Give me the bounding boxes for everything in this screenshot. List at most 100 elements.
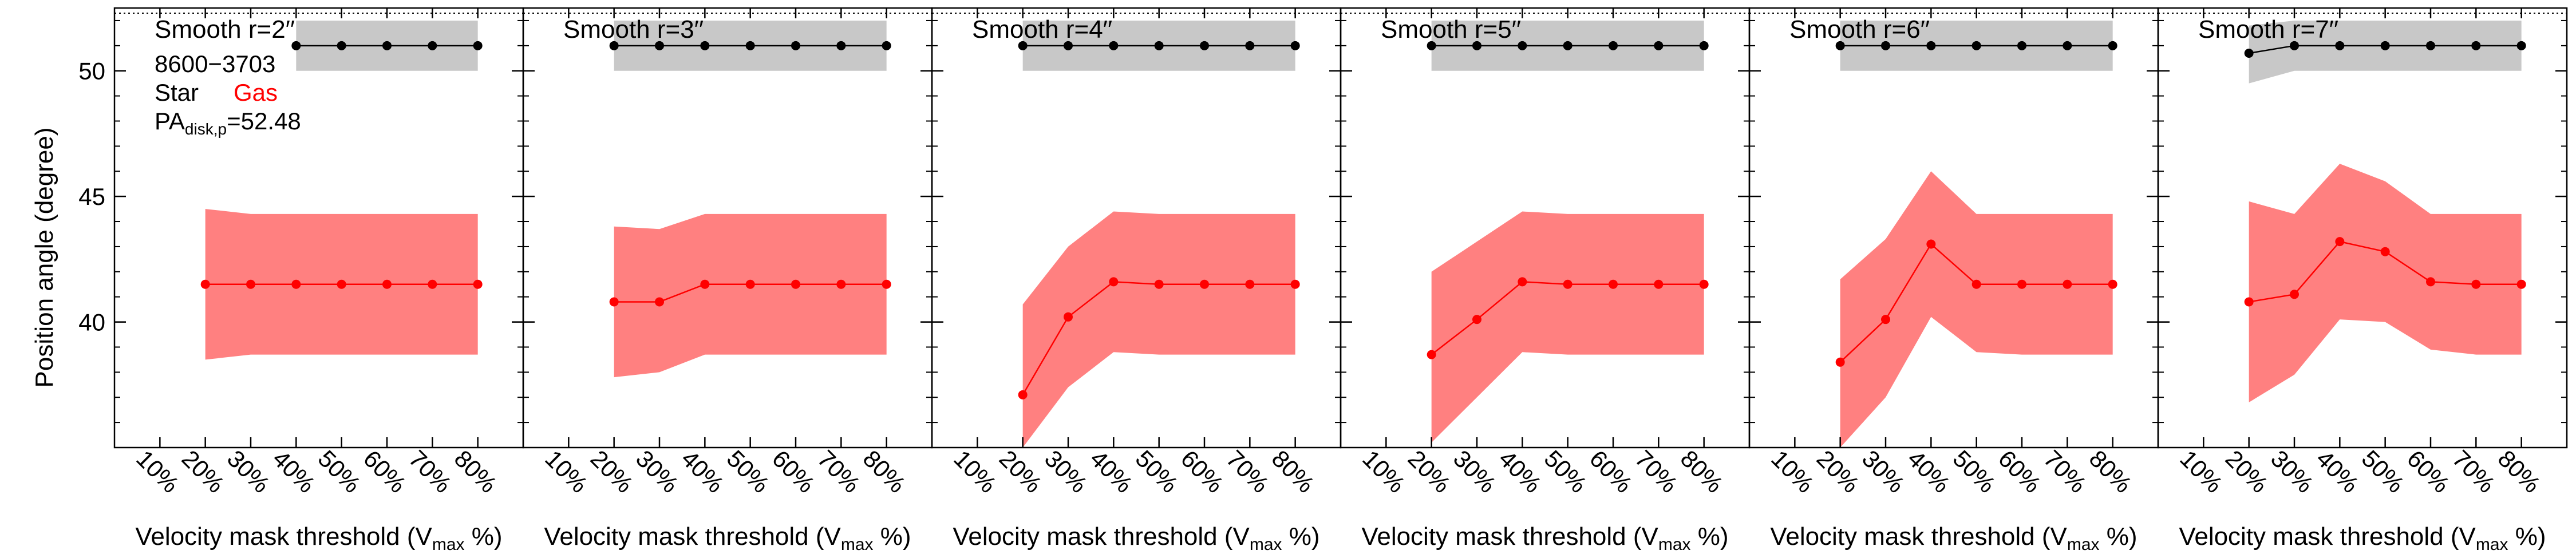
star-point (836, 41, 846, 50)
panel-title: Smooth r=7′′ (2198, 15, 2338, 43)
gas-point (2335, 237, 2345, 247)
x-tick-label: 20% (586, 445, 639, 498)
star-point (655, 41, 664, 50)
gas-band (614, 213, 887, 378)
gas-point (382, 279, 392, 289)
panel-title: Smooth r=6′′ (1789, 15, 1930, 43)
star-point (1881, 41, 1890, 50)
panel-title: Smooth r=4′′ (972, 15, 1112, 43)
star-point (2063, 41, 2072, 50)
star-point (1018, 41, 1028, 50)
gas-point (791, 279, 800, 289)
gas-point (2063, 279, 2072, 289)
y-tick-label: 45 (78, 183, 105, 210)
star-point (473, 41, 483, 50)
gas-point (609, 297, 619, 307)
panel-title: Smooth r=3′′ (563, 15, 704, 43)
x-tick-label: 40% (1085, 445, 1138, 498)
gas-point (428, 279, 437, 289)
star-point (2017, 41, 2026, 50)
star-point (700, 41, 710, 50)
x-tick-label: 70% (1630, 445, 1683, 498)
pa-disk-label: PAdisk,p=52.48 (155, 108, 301, 138)
x-tick-label: 50% (1948, 445, 2001, 498)
x-tick-label: 60% (2402, 445, 2455, 498)
x-tick-label: 10% (2175, 445, 2228, 498)
gas-point (655, 297, 664, 307)
star-point (1064, 41, 1073, 50)
star-point (791, 41, 800, 50)
gas-point (200, 279, 210, 289)
star-point (337, 41, 346, 50)
x-tick-label: 60% (358, 445, 412, 498)
star-point (2471, 41, 2481, 50)
x-tick-label: 20% (1812, 445, 1865, 498)
gas-point (1518, 277, 1527, 287)
star-point (2244, 48, 2254, 58)
x-tick-label: 20% (994, 445, 1048, 498)
x-tick-label: 50% (313, 445, 366, 498)
panel-5: 10%20%30%40%50%60%70%80% Smooth r=6′′ Velo… (1748, 7, 2159, 554)
gas-point (1064, 312, 1073, 322)
gas-point (1290, 279, 1300, 289)
gas-point (1563, 279, 1573, 289)
star-point (1699, 41, 1709, 50)
star-point (1971, 41, 1981, 50)
star-point (745, 41, 755, 50)
x-axis-label: Velocity mask threshold (Vmax %) (1770, 523, 2137, 554)
galaxy-id: 8600−3703 (155, 50, 275, 77)
x-tick-label: 80% (1267, 445, 1320, 498)
gas-point (1699, 279, 1709, 289)
x-tick-label: 60% (767, 445, 820, 498)
gas-point (1472, 315, 1481, 324)
plot-frame (2157, 7, 2568, 449)
star-point (382, 41, 392, 50)
panel-6: 10%20%30%40%50%60%70%80% Smooth r=7′′ Velo… (2157, 7, 2568, 554)
x-tick-label: 80% (2084, 445, 2138, 498)
star-point (428, 41, 437, 50)
star-point (1154, 41, 1164, 50)
star-point (1835, 41, 1845, 50)
gas-point (836, 279, 846, 289)
star-point (1518, 41, 1527, 50)
gas-point (1609, 279, 1618, 289)
x-axis-label: Velocity mask threshold (Vmax %) (953, 523, 1319, 554)
x-tick-label: 60% (1585, 445, 1638, 498)
x-tick-label: 30% (1040, 445, 1093, 498)
star-point (2290, 41, 2299, 50)
legend-star: Star (155, 79, 199, 106)
gas-point (473, 279, 483, 289)
gas-point (1109, 277, 1119, 287)
gas-point (2426, 277, 2435, 287)
x-tick-label: 70% (1221, 445, 1274, 498)
x-tick-label: 60% (1993, 445, 2046, 498)
x-tick-label: 40% (676, 445, 729, 498)
x-tick-label: 70% (404, 445, 457, 498)
star-point (1109, 41, 1119, 50)
gas-band (2249, 164, 2522, 403)
star-point (2426, 41, 2435, 50)
x-tick-label: 20% (1403, 445, 1456, 498)
gas-band (1840, 171, 2113, 448)
panel-title: Smooth r=2′′ (155, 15, 295, 43)
gas-point (2290, 290, 2299, 299)
x-tick-label: 40% (1902, 445, 1955, 498)
star-point (609, 41, 619, 50)
x-axis-label: Velocity mask threshold (Vmax %) (2179, 523, 2546, 554)
star-point (291, 41, 301, 50)
x-tick-label: 50% (722, 445, 775, 498)
x-axis-label: Velocity mask threshold (Vmax %) (1361, 523, 1728, 554)
gas-point (1018, 390, 1028, 399)
gas-band (1431, 211, 1704, 443)
gas-point (1245, 279, 1255, 289)
gas-point (1154, 279, 1164, 289)
x-tick-label: 50% (1539, 445, 1593, 498)
x-tick-label: 80% (449, 445, 503, 498)
x-tick-label: 10% (1357, 445, 1411, 498)
panel-2: 10%20%30%40%50%60%70%80% Smooth r=3′′ Velo… (522, 7, 933, 554)
x-tick-label: 70% (2038, 445, 2092, 498)
gas-point (337, 279, 346, 289)
gas-band (1022, 211, 1295, 448)
y-tick-label: 40 (78, 309, 105, 336)
